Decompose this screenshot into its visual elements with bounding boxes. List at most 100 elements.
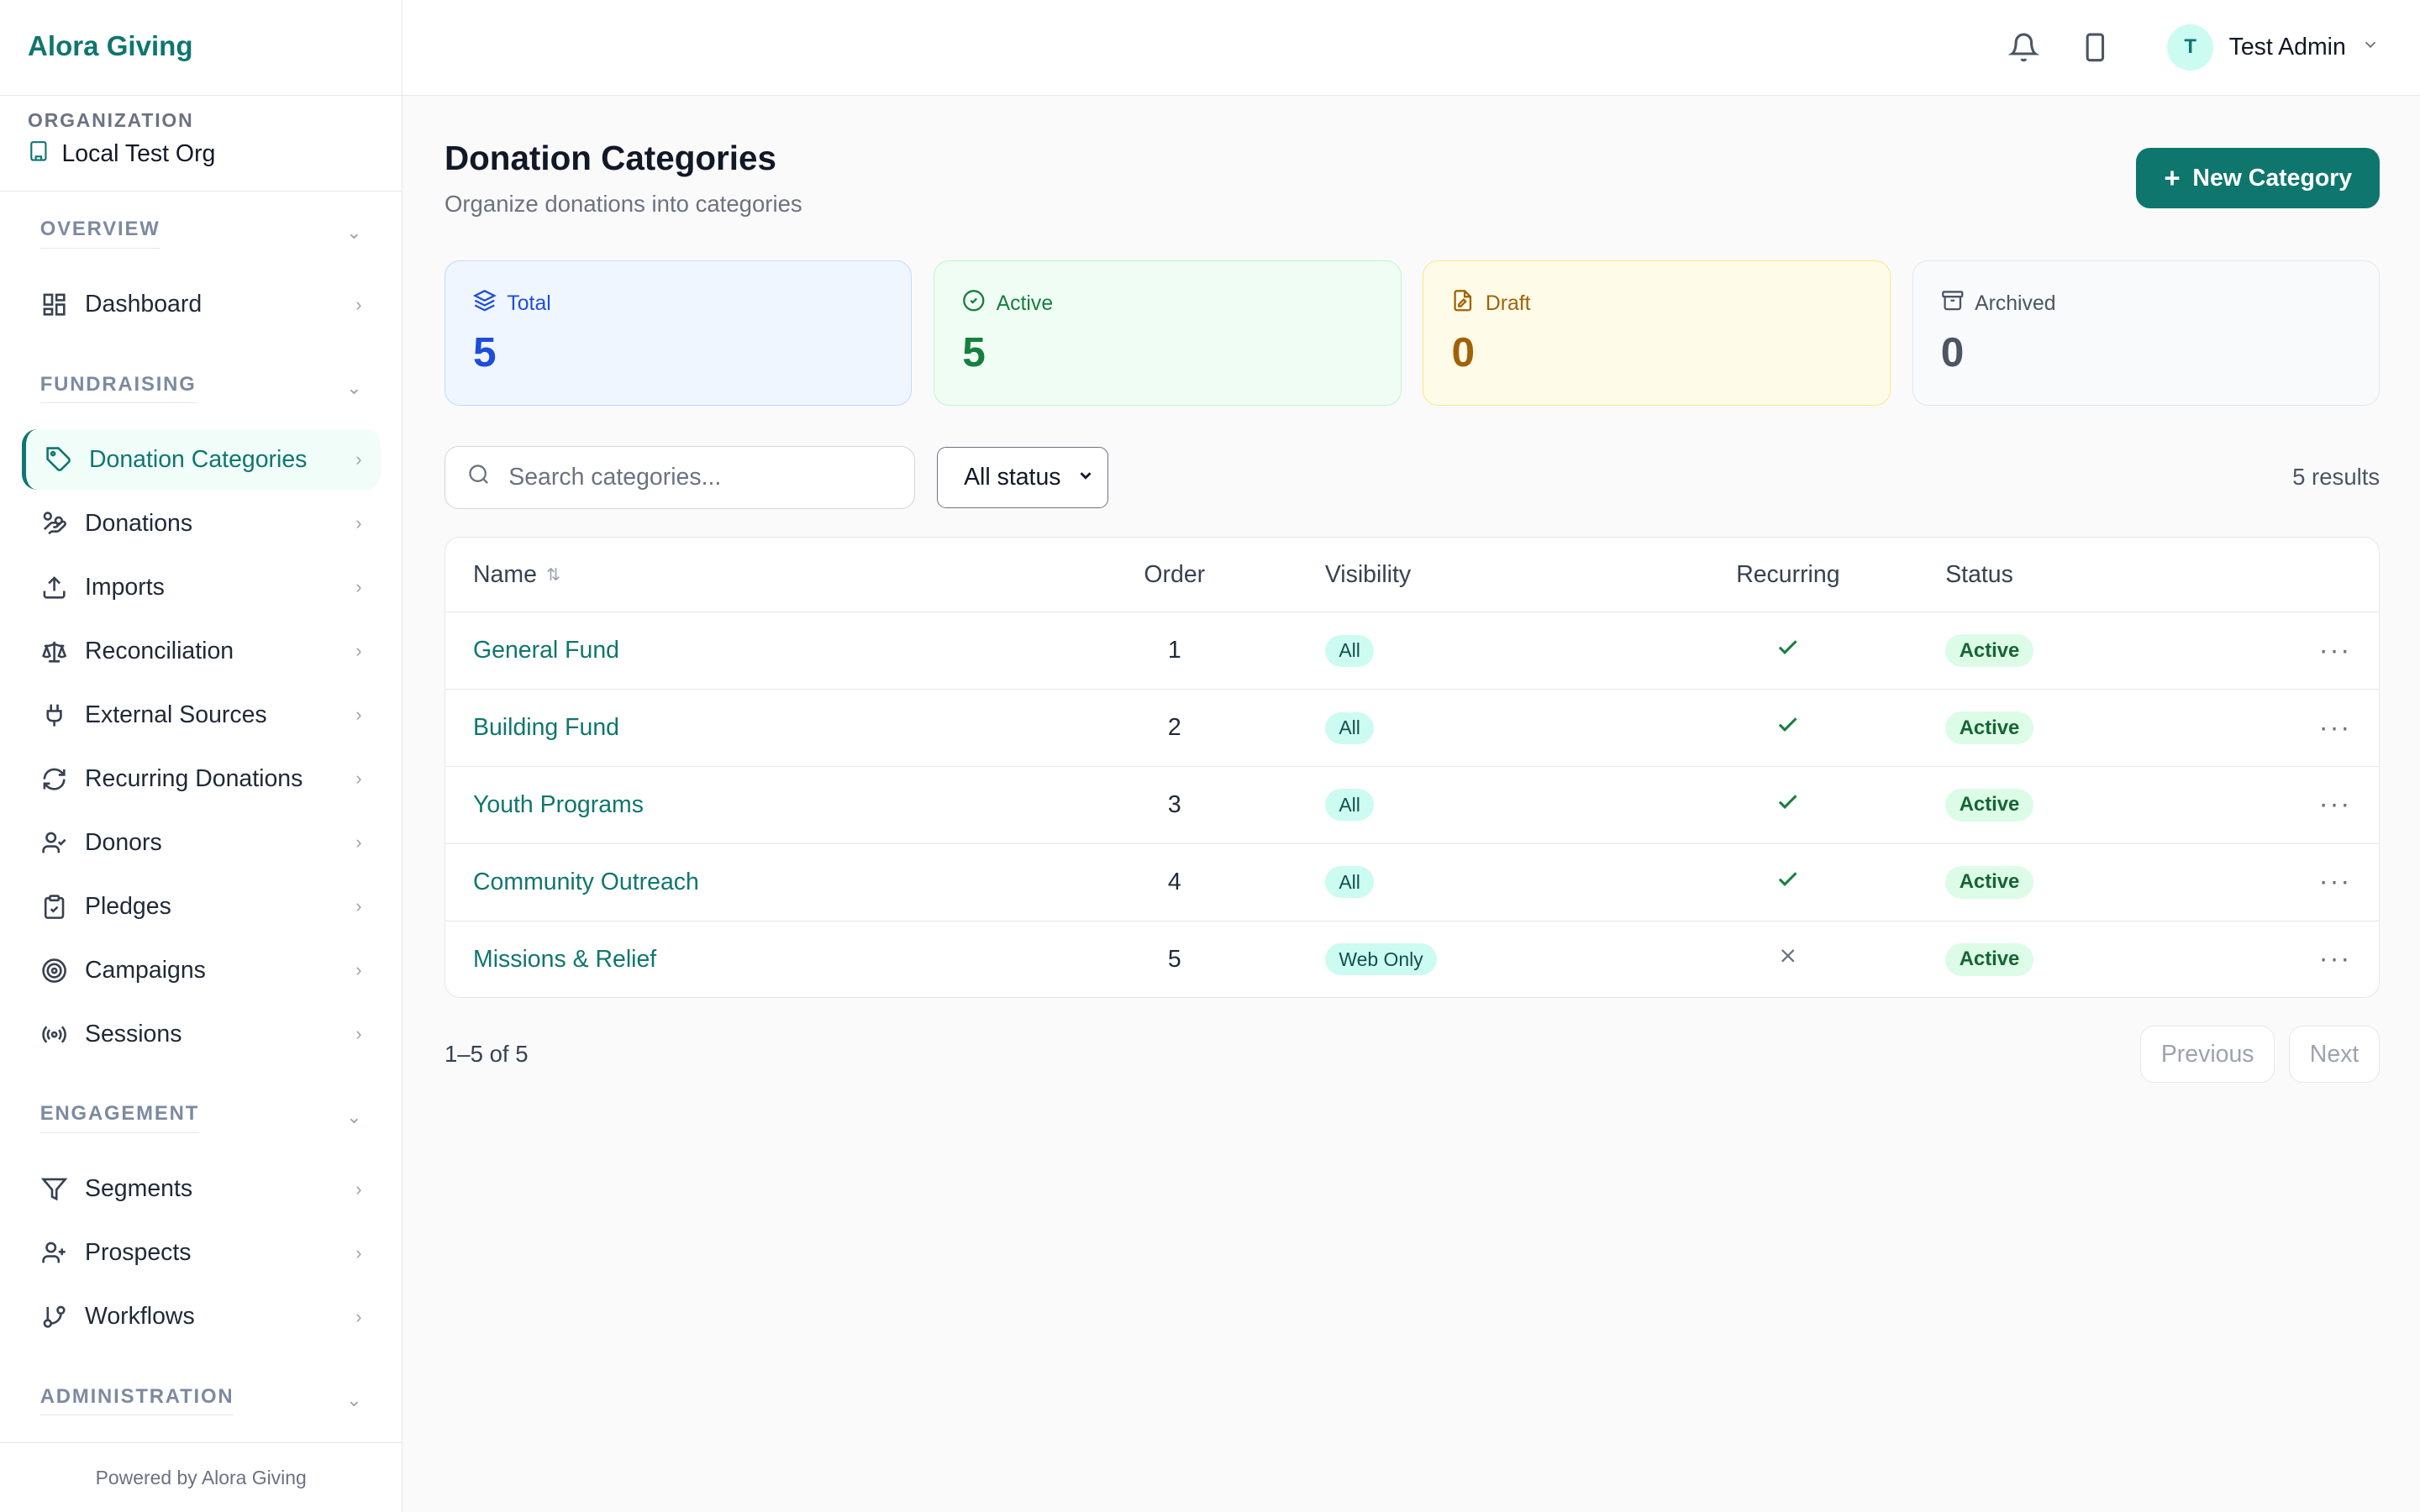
next-button[interactable]: Next <box>2288 1026 2381 1084</box>
check-icon <box>1776 712 1800 743</box>
status-badge: Active <box>1945 865 2033 899</box>
category-name-link[interactable]: Community Outreach <box>473 868 699 895</box>
sidebar-item-sessions[interactable]: Sessions › <box>22 1005 381 1065</box>
user-name: Test Admin <box>2228 33 2346 60</box>
refresh-icon <box>40 765 68 793</box>
section-overview[interactable]: OVERVIEW ⌄ <box>22 210 381 256</box>
search-box[interactable] <box>444 445 916 510</box>
more-actions-icon[interactable]: ··· <box>2318 711 2352 743</box>
sidebar-item-reconciliation[interactable]: Reconciliation › <box>22 621 381 681</box>
organization-name: Local Test Org <box>61 139 216 167</box>
pagination: 1–5 of 5 Previous Next <box>444 1026 2381 1084</box>
previous-button[interactable]: Previous <box>2139 1026 2275 1084</box>
category-name-link[interactable]: Missions & Relief <box>473 945 657 973</box>
chevron-right-icon: › <box>355 959 362 981</box>
section-label: OVERVIEW <box>39 218 160 249</box>
section-administration[interactable]: ADMINISTRATION ⌄ <box>22 1377 381 1423</box>
stat-value: 0 <box>1940 328 1965 376</box>
category-name-link[interactable]: General Fund <box>473 637 619 664</box>
section-engagement[interactable]: ENGAGEMENT ⌄ <box>22 1095 381 1141</box>
section-fundraising[interactable]: FUNDRAISING ⌄ <box>22 365 381 411</box>
status-select[interactable]: All status <box>936 446 1108 509</box>
tablet-icon[interactable] <box>2078 30 2112 64</box>
sidebar-item-segments[interactable]: Segments › <box>22 1159 381 1220</box>
chevron-right-icon: › <box>355 1242 362 1263</box>
sort-icon: ⇅ <box>545 565 560 585</box>
chevron-down-icon: ⌄ <box>346 1389 362 1410</box>
categories-table: Name ⇅ Order Visibility Recurring Status… <box>444 537 2381 999</box>
chevron-right-icon: › <box>355 576 362 598</box>
search-icon <box>467 463 491 493</box>
sidebar-item-label: Reconciliation <box>84 637 234 664</box>
sidebar-item-label: Donors <box>84 828 162 856</box>
chevron-down-icon: ⌄ <box>346 1106 362 1128</box>
more-actions-icon[interactable]: ··· <box>2318 789 2352 821</box>
table-header: Name ⇅ Order Visibility Recurring Status <box>445 538 2379 612</box>
new-category-button[interactable]: + New Category <box>2136 148 2381 208</box>
main-content: T Test Admin Donation Categories Organiz… <box>402 0 2420 1512</box>
bell-icon[interactable] <box>2007 30 2040 64</box>
status-badge: Active <box>1945 942 2033 976</box>
sidebar-item-label: Prospects <box>84 1239 192 1267</box>
organization-switcher[interactable]: ORGANIZATION Local Test Org <box>0 96 402 192</box>
topbar: T Test Admin <box>402 0 2420 96</box>
sidebar-item-donors[interactable]: Donors › <box>22 812 381 873</box>
check-circle-icon <box>962 289 986 318</box>
pagination-info: 1–5 of 5 <box>444 1041 529 1068</box>
status-badge: Active <box>1945 788 2033 822</box>
visibility-badge: All <box>1324 789 1375 822</box>
chevron-right-icon: › <box>355 293 362 315</box>
sidebar-footer: Powered by Alora Giving <box>0 1442 402 1512</box>
table-row: Building Fund 2 All Active ··· <box>445 689 2380 766</box>
x-icon <box>1776 944 1800 974</box>
avatar: T <box>2167 24 2214 71</box>
sidebar: Alora Giving ORGANIZATION Local Test Org… <box>0 0 403 1512</box>
more-actions-icon[interactable]: ··· <box>2318 943 2352 975</box>
stat-value: 0 <box>1451 328 1476 376</box>
chevron-right-icon: › <box>355 895 362 917</box>
chevron-right-icon: › <box>355 1178 362 1200</box>
sidebar-item-prospects[interactable]: Prospects › <box>22 1223 381 1284</box>
sidebar-item-label: Imports <box>84 573 165 601</box>
layers-icon <box>472 289 497 318</box>
column-status: Status <box>1945 560 2013 588</box>
chevron-right-icon: › <box>355 768 362 790</box>
category-name-link[interactable]: Youth Programs <box>473 790 644 818</box>
more-actions-icon[interactable]: ··· <box>2318 866 2352 898</box>
sidebar-item-donations[interactable]: Donations › <box>22 493 381 554</box>
visibility-badge: All <box>1324 634 1375 667</box>
chevron-right-icon: › <box>355 512 362 534</box>
stat-label: Archived <box>1975 291 2056 315</box>
sidebar-item-dashboard[interactable]: Dashboard › <box>22 275 381 335</box>
sidebar-item-external-sources[interactable]: External Sources › <box>22 685 381 745</box>
sidebar-item-recurring-donations[interactable]: Recurring Donations › <box>22 748 381 809</box>
stat-value: 5 <box>473 328 497 376</box>
visibility-badge: Web Only <box>1324 943 1438 976</box>
status-select-value: All status <box>964 463 1061 491</box>
stat-value: 5 <box>962 328 986 376</box>
sidebar-item-label: Workflows <box>84 1303 195 1331</box>
new-category-label: New Category <box>2192 164 2353 192</box>
sidebar-item-workflows[interactable]: Workflows › <box>22 1287 381 1347</box>
section-label: ENGAGEMENT <box>39 1102 200 1133</box>
chevron-right-icon: › <box>355 1305 362 1327</box>
sidebar-item-pledges[interactable]: Pledges › <box>22 877 381 937</box>
sidebar-item-campaigns[interactable]: Campaigns › <box>22 941 381 1001</box>
order-cell: 5 <box>1167 945 1181 973</box>
chevron-right-icon: › <box>355 449 362 470</box>
more-actions-icon[interactable]: ··· <box>2318 634 2352 666</box>
stat-label: Active <box>996 291 1054 315</box>
search-input[interactable] <box>508 463 880 491</box>
tag-icon <box>45 446 72 474</box>
sidebar-item-imports[interactable]: Imports › <box>22 557 381 617</box>
category-name-link[interactable]: Building Fund <box>473 714 619 742</box>
check-icon <box>1776 867 1800 898</box>
page-title: Donation Categories <box>444 139 776 178</box>
archive-icon <box>1941 289 1965 318</box>
user-menu[interactable]: T Test Admin <box>2167 24 2380 71</box>
column-name[interactable]: Name ⇅ <box>445 561 1063 589</box>
order-cell: 3 <box>1167 790 1181 818</box>
brand-logo[interactable]: Alora Giving <box>0 0 402 96</box>
stat-label: Total <box>507 291 551 315</box>
sidebar-item-donation-categories[interactable]: Donation Categories › <box>21 429 381 490</box>
